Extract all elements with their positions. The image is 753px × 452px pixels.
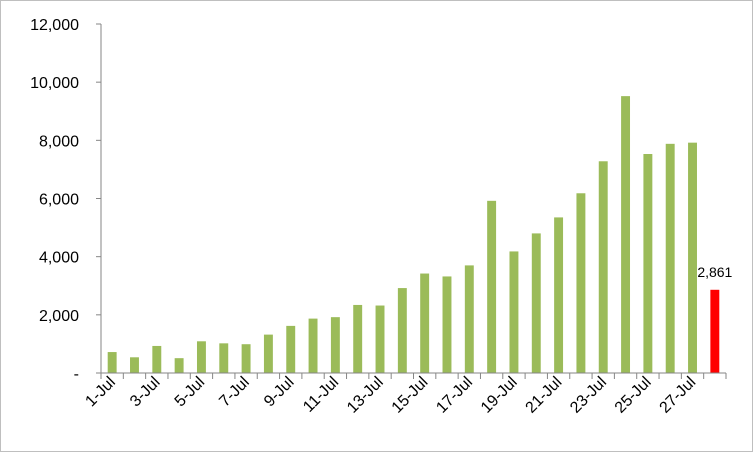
x-tick-label: 15-Jul xyxy=(389,374,432,417)
bar xyxy=(241,344,251,373)
bar xyxy=(688,142,697,373)
x-tick-label: 1-Jul xyxy=(82,374,119,411)
x-tick-label: 3-Jul xyxy=(127,374,164,411)
x-tick-label: 13-Jul xyxy=(344,374,387,417)
bar xyxy=(487,200,497,373)
bar xyxy=(397,288,407,373)
bar xyxy=(353,304,363,373)
y-tick-label: - xyxy=(74,366,79,383)
bar xyxy=(598,161,608,373)
bar xyxy=(531,233,541,373)
x-tick-label: 25-Jul xyxy=(612,374,655,417)
bar xyxy=(464,265,474,373)
x-tick-label: 23-Jul xyxy=(567,374,610,417)
bar xyxy=(420,273,430,373)
x-tick-label: 11-Jul xyxy=(300,374,342,416)
bar xyxy=(196,341,206,373)
x-tick-label: 19-Jul xyxy=(478,374,521,417)
bar xyxy=(152,345,162,373)
y-tick-label: 8,000 xyxy=(39,133,79,150)
bar xyxy=(665,143,675,373)
x-tick-label: 21-Jul xyxy=(523,374,566,417)
bar xyxy=(442,276,452,373)
bar xyxy=(219,343,229,373)
bar xyxy=(263,334,273,373)
x-axis: 1-Jul 3-Jul 5-Jul 7-Jul 9-Jul 11-Jul 13-Jul 15-… xyxy=(82,372,727,417)
bar xyxy=(330,317,340,373)
y-tick-label: 12,000 xyxy=(30,17,79,34)
x-tick-label: 7-Jul xyxy=(216,374,253,411)
bar xyxy=(509,251,519,373)
bar xyxy=(130,357,139,373)
y-tick-label: 2,000 xyxy=(39,308,79,325)
bar xyxy=(710,289,720,373)
data-label: 2,861 xyxy=(697,264,732,280)
bar xyxy=(643,154,653,373)
bar xyxy=(308,318,318,373)
y-tick-label: 6,000 xyxy=(39,192,79,209)
x-tick-label: 9-Jul xyxy=(261,374,298,411)
x-tick-label: 5-Jul xyxy=(172,374,209,411)
bar xyxy=(174,358,184,373)
bar xyxy=(286,325,296,373)
x-tick-label: 27-Jul xyxy=(657,374,700,417)
bars xyxy=(107,96,720,374)
bar xyxy=(621,96,631,374)
data-labels: 2,861 xyxy=(697,264,732,280)
x-tick-label: 17-Jul xyxy=(433,374,476,417)
bar xyxy=(107,352,117,373)
bar xyxy=(576,193,586,373)
bar xyxy=(375,305,385,373)
y-tick-label: 10,000 xyxy=(30,75,79,92)
y-tick-label: 4,000 xyxy=(39,250,79,267)
y-axis: - 2,000 4,000 6,000 8,000 10,000 12,000 xyxy=(30,17,102,383)
bar xyxy=(554,217,564,373)
